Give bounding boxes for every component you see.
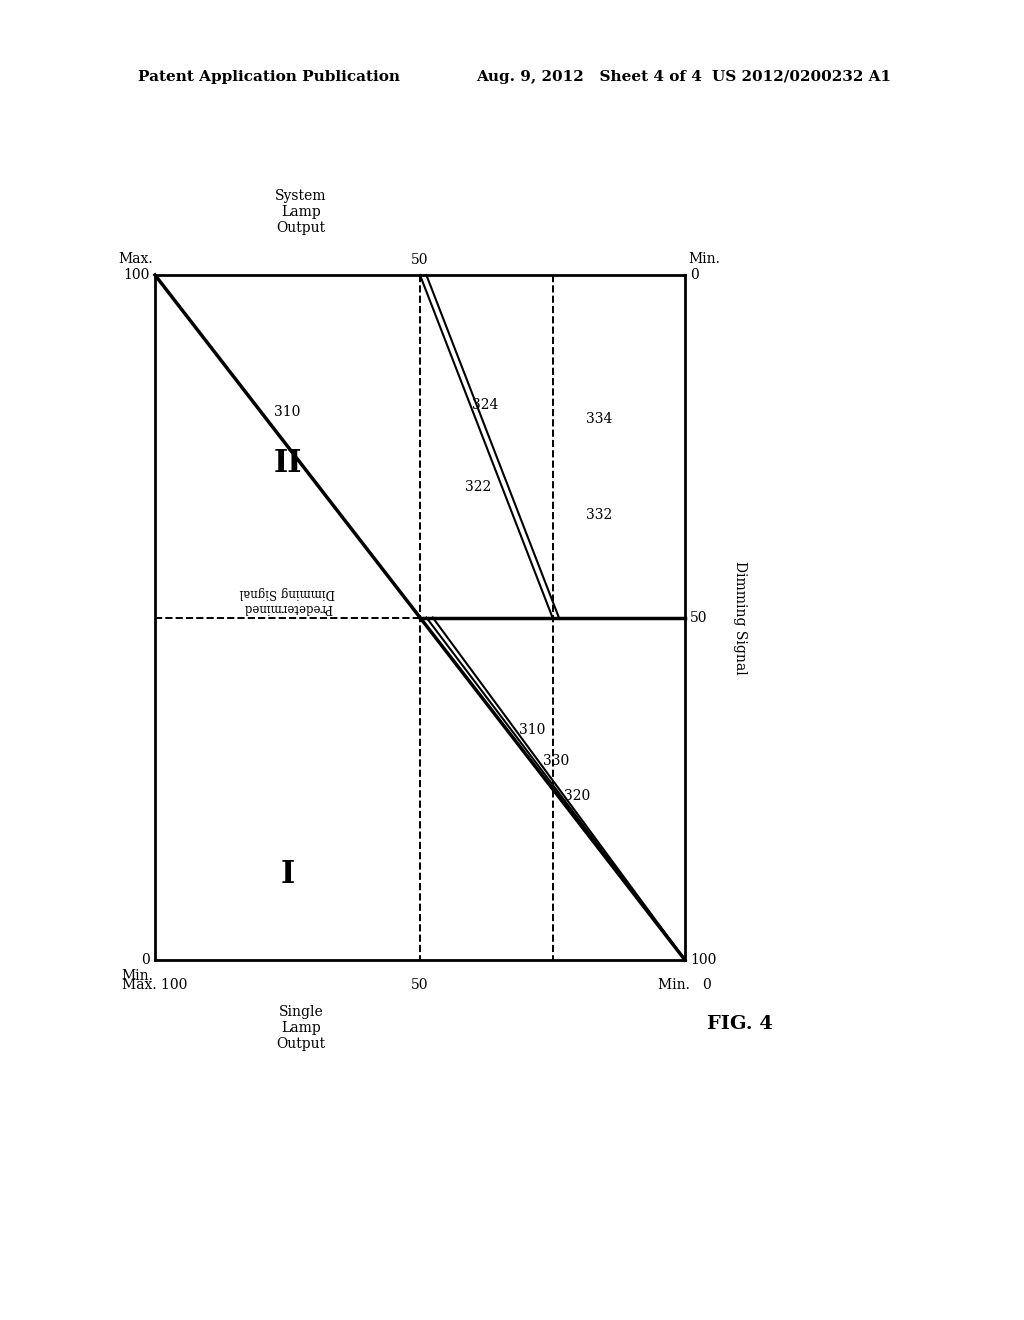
Text: 50: 50 <box>690 610 708 624</box>
Text: 330: 330 <box>544 754 569 768</box>
Text: Predetermined
Dimming Signal: Predetermined Dimming Signal <box>240 586 335 614</box>
Text: 334: 334 <box>586 412 612 426</box>
Text: 100: 100 <box>690 953 717 968</box>
Text: Min.   0: Min. 0 <box>658 978 712 993</box>
Text: US 2012/0200232 A1: US 2012/0200232 A1 <box>712 70 891 83</box>
Text: FIG. 4: FIG. 4 <box>707 1015 773 1034</box>
Text: Dimming Signal: Dimming Signal <box>733 561 746 675</box>
Text: 322: 322 <box>465 480 490 495</box>
Text: 50: 50 <box>412 978 429 993</box>
Text: 0: 0 <box>141 953 150 968</box>
Text: 320: 320 <box>564 788 590 803</box>
Text: 0: 0 <box>690 268 698 282</box>
Text: 310: 310 <box>519 723 545 738</box>
Text: Max. 100: Max. 100 <box>122 978 187 993</box>
Text: II: II <box>273 447 302 479</box>
Text: Max.: Max. <box>119 252 153 267</box>
Text: Single
Lamp
Output: Single Lamp Output <box>276 1005 326 1052</box>
Text: System
Lamp
Output: System Lamp Output <box>275 189 327 235</box>
Text: Patent Application Publication: Patent Application Publication <box>138 70 400 83</box>
Text: 50: 50 <box>412 253 429 267</box>
Text: 100: 100 <box>124 268 150 282</box>
Text: Aug. 9, 2012   Sheet 4 of 4: Aug. 9, 2012 Sheet 4 of 4 <box>476 70 702 83</box>
Text: 332: 332 <box>586 508 612 521</box>
Text: 324: 324 <box>472 399 499 412</box>
Text: I: I <box>281 859 295 890</box>
Text: Min.: Min. <box>688 252 720 267</box>
Text: 310: 310 <box>274 405 301 418</box>
Text: Min.: Min. <box>121 969 153 983</box>
